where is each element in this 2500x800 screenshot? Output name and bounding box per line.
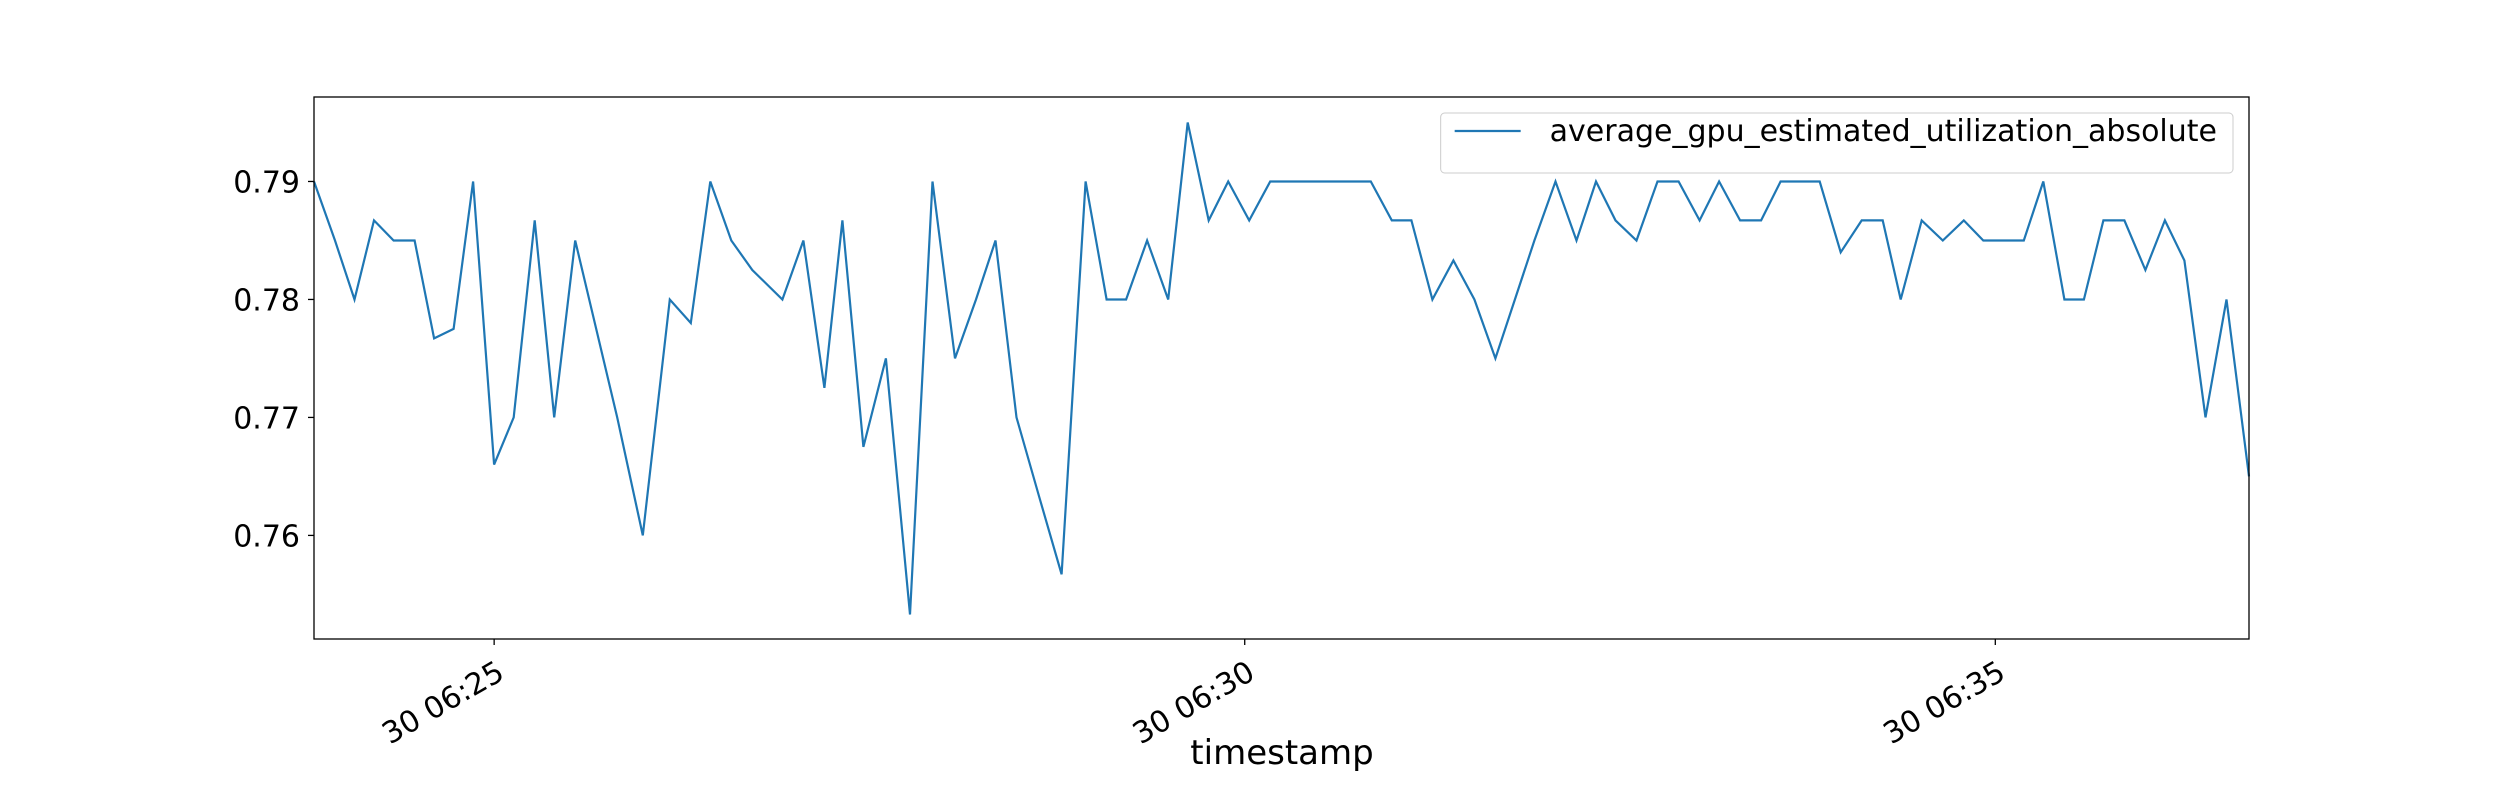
x-tick-label: 30 06:35 (1878, 654, 2012, 751)
legend-label: average_gpu_estimated_utilization_absolu… (1550, 114, 2217, 149)
x-axis-label: timestamp (1190, 733, 1373, 773)
plot-frame (313, 96, 2250, 640)
legend: average_gpu_estimated_utilization_absolu… (1440, 112, 2234, 174)
legend-box (1440, 112, 2234, 174)
x-tick-label: 30 06:25 (376, 654, 510, 751)
y-tick-label: 0.76 (233, 519, 300, 554)
y-tick-label: 0.79 (233, 165, 300, 200)
y-tick-label: 0.78 (233, 283, 300, 318)
y-tick-label: 0.77 (233, 401, 300, 436)
data-line (312, 122, 2251, 615)
